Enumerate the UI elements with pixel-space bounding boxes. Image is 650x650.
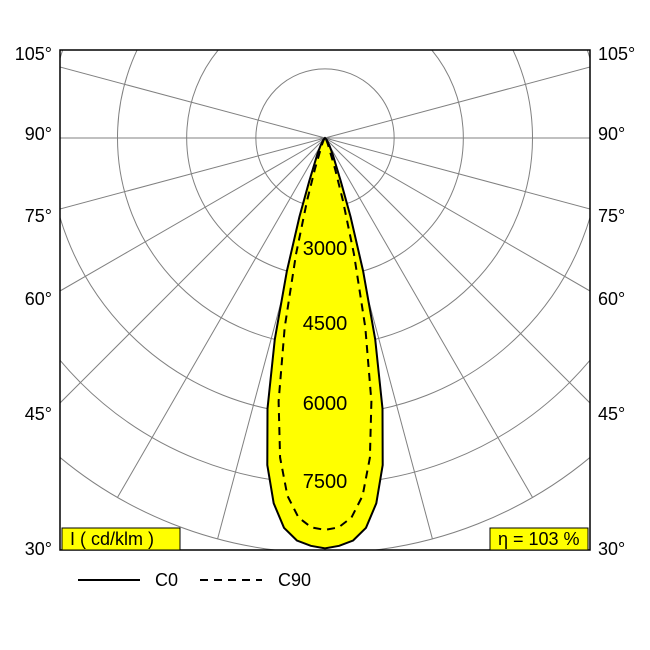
intensity-value: 4500 [303,313,348,335]
intensity-value: 3000 [303,238,348,260]
angle-label-right: 90° [598,124,625,144]
angle-label-right: 30° [598,539,625,559]
angle-labels-right: 105° 90° 75° 60° 45° 30° [598,44,635,559]
angle-label-left: 90° [25,124,52,144]
angle-label-left: 30° [25,539,52,559]
angle-label-left: 45° [25,404,52,424]
legend-c90-label: C90 [278,570,311,590]
angle-label-right: 45° [598,404,625,424]
angle-label-right: 105° [598,44,635,64]
polar-photometric-chart: 3000 4500 6000 7500 105° 90° 75° 60° 45° 30° 105… [0,0,650,650]
legend-c0-label: C0 [155,570,178,590]
angle-label-left: 105° [15,44,52,64]
unit-box: I ( cd/klm ) [62,528,180,550]
angle-label-left: 75° [25,206,52,226]
legend: C0 C90 [78,570,311,590]
angle-labels-left: 105° 90° 75° 60° 45° 30° [15,44,52,559]
intensity-value: 7500 [303,471,348,493]
efficiency-label: η = 103 % [498,529,580,549]
intensity-value: 6000 [303,393,348,415]
efficiency-box: η = 103 % [490,528,588,550]
angle-label-right: 60° [598,289,625,309]
angle-label-left: 60° [25,289,52,309]
angle-label-right: 75° [598,206,625,226]
unit-label: I ( cd/klm ) [70,529,154,549]
